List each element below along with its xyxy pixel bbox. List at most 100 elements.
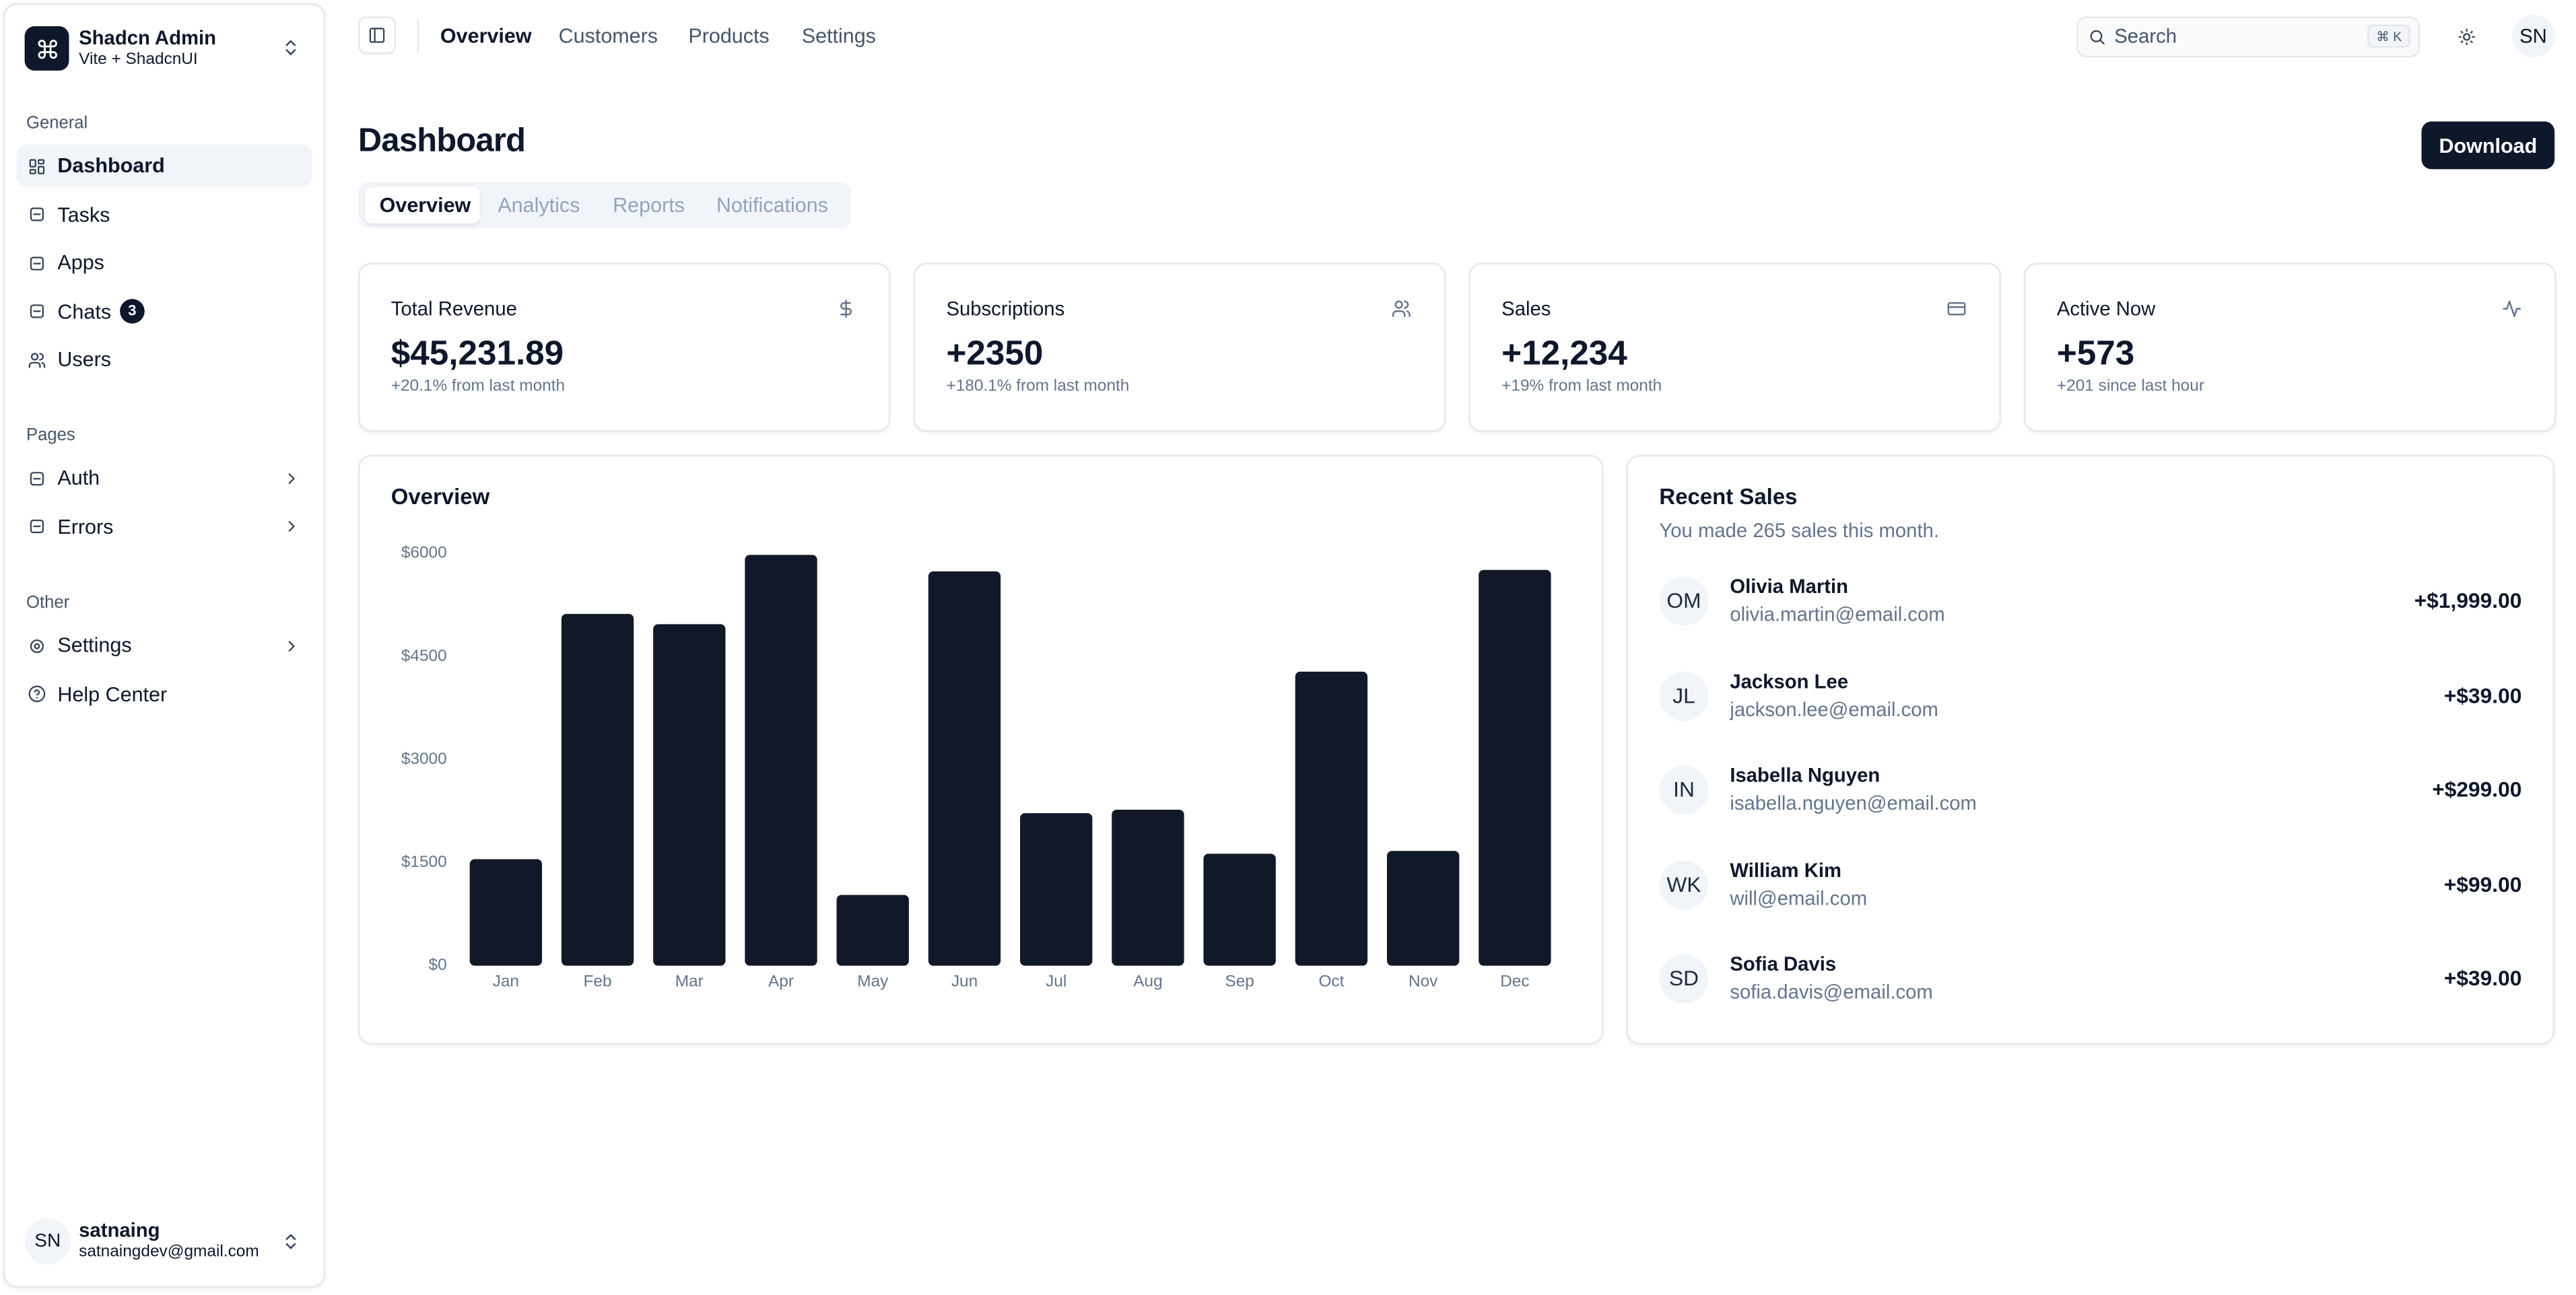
stat-icon xyxy=(2503,300,2521,317)
stat-card xyxy=(1468,262,2001,432)
brand-logo xyxy=(24,26,69,71)
sale-initials: IN xyxy=(1673,777,1695,802)
nav-item-active xyxy=(16,144,312,188)
sale-avatar xyxy=(1659,670,1709,720)
sale-name: Jackson Lee xyxy=(1730,669,1849,693)
nav-item[interactable]: Settings xyxy=(57,633,132,657)
stat-title: Total Revenue xyxy=(391,297,517,320)
top-nav-link[interactable]: Products xyxy=(688,24,770,48)
overview-card xyxy=(358,454,1604,1045)
sale-amount: +$1,999.00 xyxy=(2414,588,2522,613)
nav-icon xyxy=(29,256,43,270)
sale-avatar xyxy=(1659,576,1709,626)
sale-initials: JL xyxy=(1672,682,1695,707)
sale-email: will@email.com xyxy=(1730,886,1868,909)
nav-icon xyxy=(29,207,43,221)
sale-amount: +$39.00 xyxy=(2443,965,2522,991)
stat-value: +12,234 xyxy=(1501,335,1627,373)
stat-title: Sales xyxy=(1501,297,1551,320)
recent-sales-subtitle: You made 265 sales this month. xyxy=(1659,519,1940,542)
sale-avatar xyxy=(1659,860,1709,909)
tab[interactable]: Overview xyxy=(379,193,471,217)
stat-note: +20.1% from last month xyxy=(391,378,566,396)
nav-icon xyxy=(28,685,44,703)
download-button[interactable] xyxy=(2421,121,2555,170)
stat-title: Subscriptions xyxy=(946,297,1065,320)
divider xyxy=(417,20,419,53)
sale-initials: OM xyxy=(1666,588,1701,613)
sale-name: Sofia Davis xyxy=(1730,952,1837,976)
stat-card xyxy=(913,262,1446,432)
sale-avatar xyxy=(1659,765,1709,815)
top-nav-link[interactable]: Settings xyxy=(801,24,876,48)
sale-name: Isabella Nguyen xyxy=(1730,763,1880,787)
top-nav-link[interactable]: Overview xyxy=(440,24,532,48)
sale-email: sofia.davis@email.com xyxy=(1730,980,1933,1004)
nav-icon xyxy=(28,158,44,174)
tab[interactable]: Analytics xyxy=(498,193,580,217)
sale-email: olivia.martin@email.com xyxy=(1730,602,1945,626)
stat-icon xyxy=(1947,302,1966,316)
nav-item[interactable]: Auth xyxy=(57,466,100,490)
sale-email: jackson.lee@email.com xyxy=(1730,697,1938,720)
nav-icon xyxy=(29,470,43,485)
top-avatar[interactable] xyxy=(2511,14,2555,58)
nav-item[interactable]: Apps xyxy=(57,251,104,275)
nav-item[interactable]: Users xyxy=(57,348,112,372)
tab-active xyxy=(364,187,480,223)
nav-item[interactable]: Help Center xyxy=(57,682,168,705)
nav-badge: 3 xyxy=(120,299,145,324)
download-label[interactable]: Download xyxy=(2439,135,2538,158)
toggle-icon xyxy=(369,28,385,43)
sidebar-toggle[interactable] xyxy=(358,16,397,55)
search-icon xyxy=(2089,29,2104,44)
stat-note: +19% from last month xyxy=(1501,378,1662,396)
stat-icon xyxy=(1392,300,1411,317)
sale-amount: +$99.00 xyxy=(2443,871,2522,897)
nav-group-label: General xyxy=(26,113,88,133)
stat-icon xyxy=(840,300,852,318)
tab[interactable]: Reports xyxy=(613,193,685,217)
stat-card xyxy=(2024,262,2556,432)
sale-email: isabella.nguyen@email.com xyxy=(1730,792,1977,815)
stat-card xyxy=(358,262,891,432)
sale-initials: SD xyxy=(1668,965,1699,991)
user-email: satnaingdev@gmail.com xyxy=(79,1243,259,1261)
user-avatar xyxy=(24,1218,71,1265)
team-switch xyxy=(285,40,296,55)
nav-item[interactable]: Dashboard xyxy=(57,154,165,178)
nav-item[interactable]: Tasks xyxy=(57,203,110,226)
sale-name: William Kim xyxy=(1730,858,1842,882)
sale-initials: WK xyxy=(1666,871,1701,897)
tab[interactable]: Notifications xyxy=(716,193,828,217)
nav-item[interactable]: Errors xyxy=(57,514,114,538)
nav-icon xyxy=(29,638,43,652)
sale-amount: +$299.00 xyxy=(2432,777,2522,802)
recent-sales-title: Recent Sales xyxy=(1659,484,1798,510)
stat-title: Active Now xyxy=(2056,297,2156,320)
sale-amount: +$39.00 xyxy=(2443,682,2522,707)
sale-avatar xyxy=(1659,954,1709,1004)
theme-toggle xyxy=(2458,28,2474,44)
page-title: Dashboard xyxy=(358,123,526,160)
nav-icon xyxy=(29,519,43,534)
stat-note: +201 since last hour xyxy=(2056,378,2204,396)
sidebar xyxy=(3,3,326,1288)
user-name: satnaing xyxy=(79,1218,160,1242)
stat-value: $45,231.89 xyxy=(391,335,564,373)
user-menu xyxy=(285,1234,296,1249)
nav-icon xyxy=(28,352,44,368)
search-box[interactable] xyxy=(2076,16,2420,58)
nav-group-label: Pages xyxy=(26,425,75,446)
nav-item[interactable]: Chats xyxy=(57,300,112,323)
nav-icon xyxy=(29,304,43,318)
nav-group-label: Other xyxy=(26,592,70,613)
top-avatar-initials: SN xyxy=(2519,24,2547,48)
nav-chevron xyxy=(287,473,294,483)
nav-chevron xyxy=(287,521,294,532)
stat-value: +573 xyxy=(2056,335,2135,373)
brand-icon xyxy=(37,38,57,59)
search-placeholder: Search xyxy=(2114,24,2177,48)
top-nav-link[interactable]: Customers xyxy=(558,24,658,48)
